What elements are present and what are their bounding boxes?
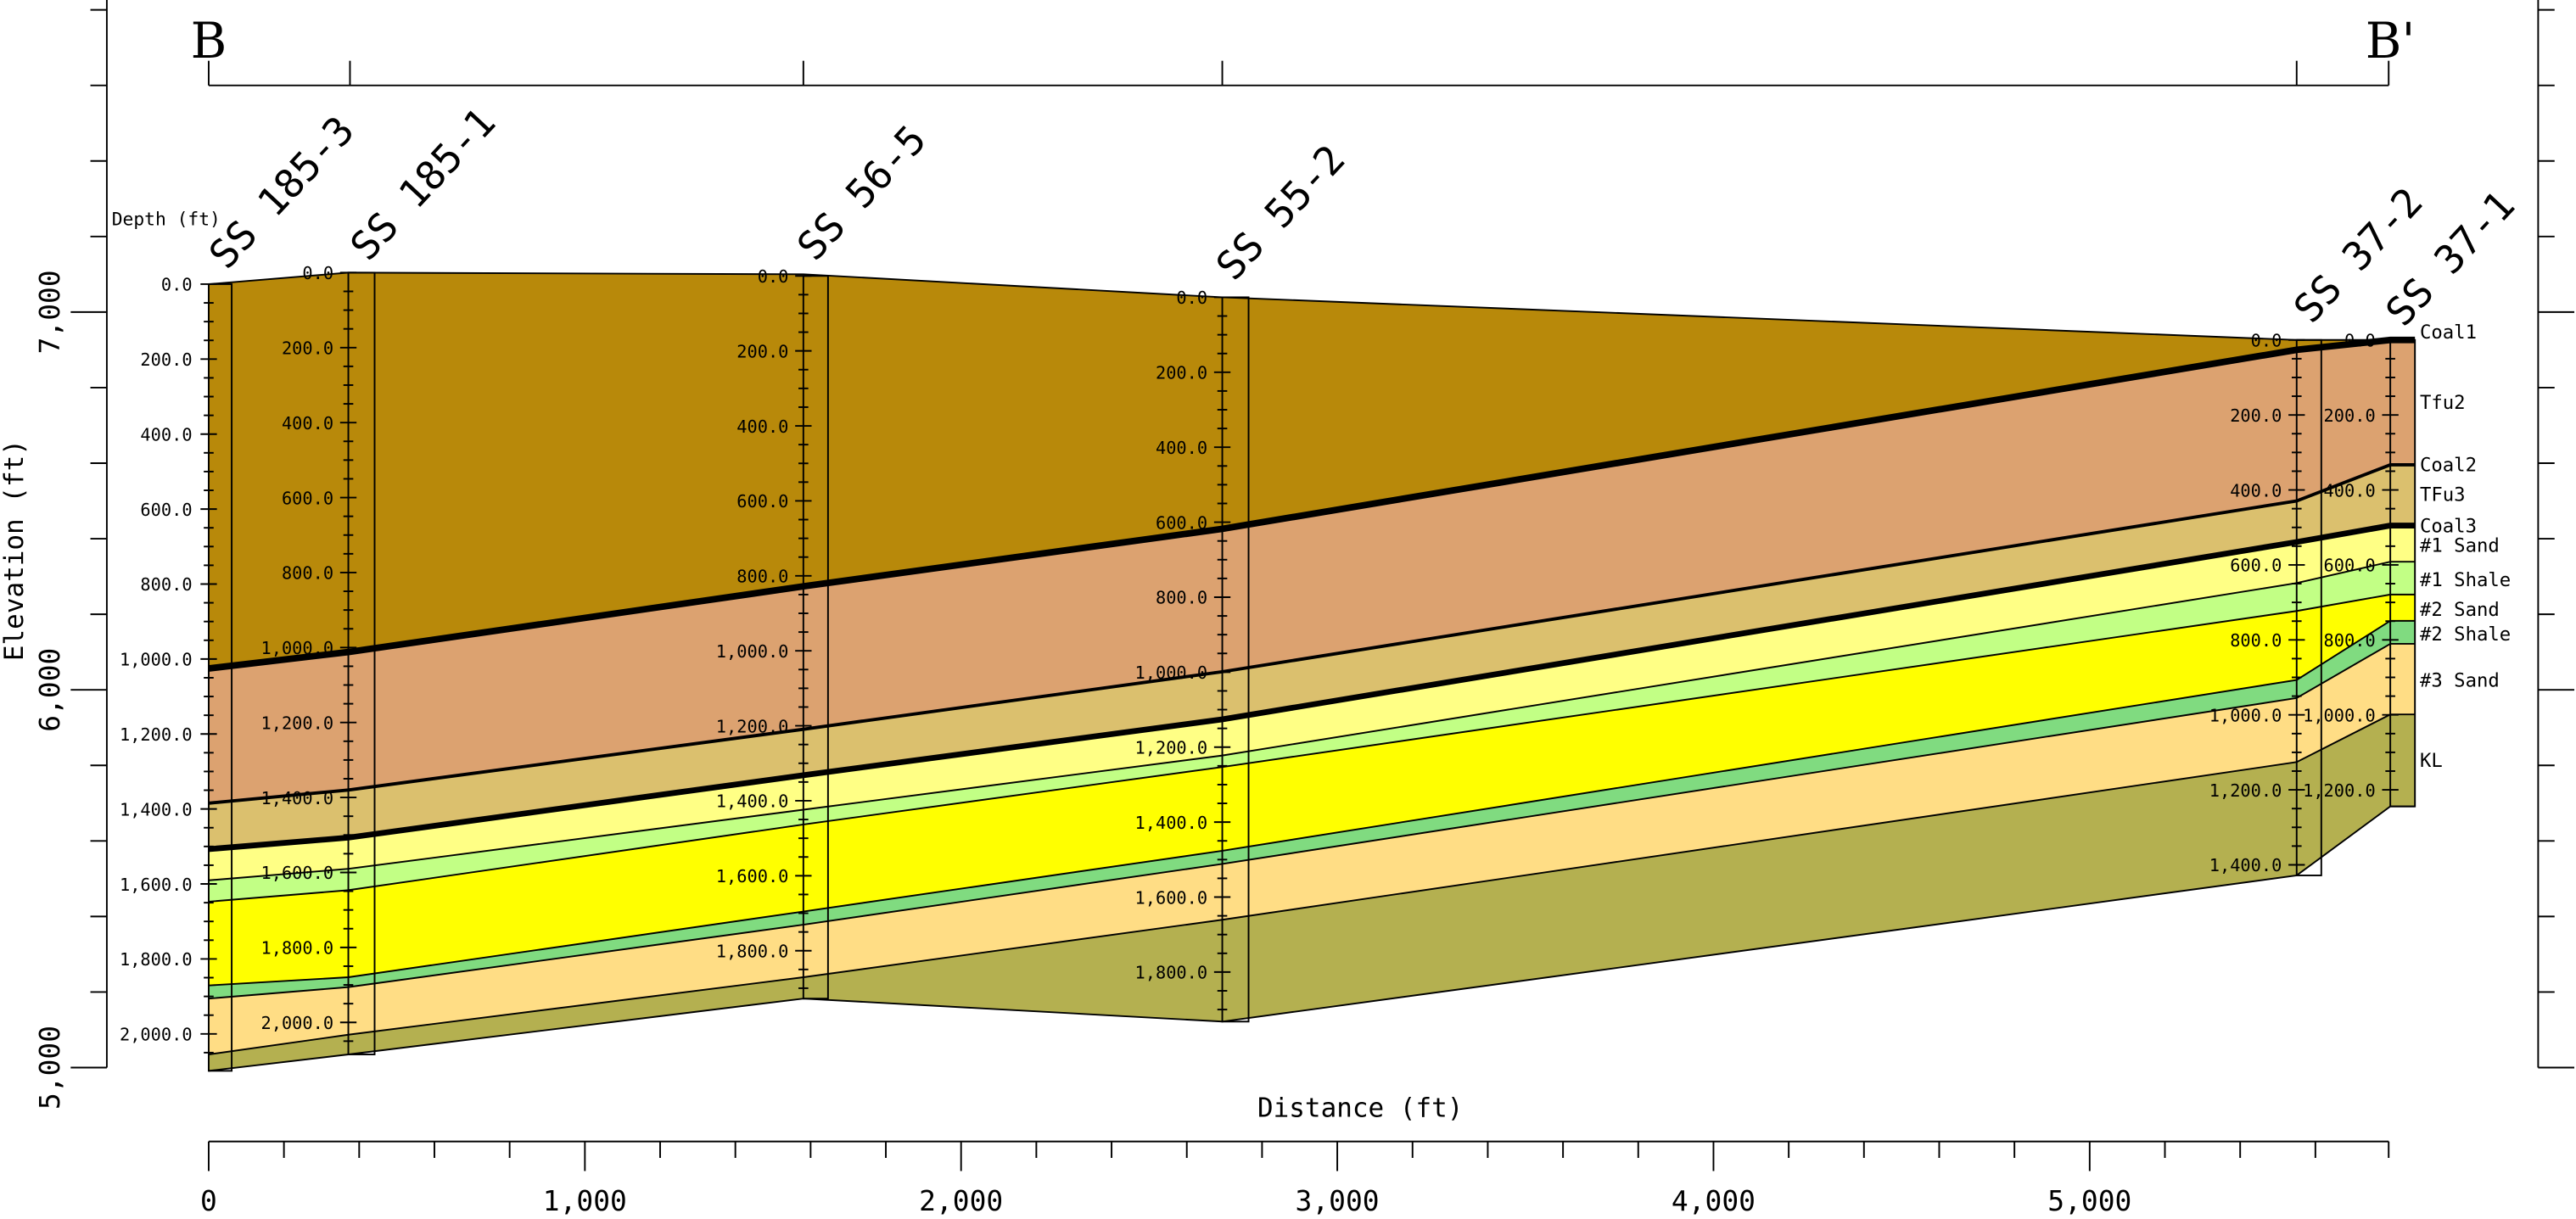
- well-name: SS 56-5: [788, 116, 935, 269]
- depth-label: 200.0: [2324, 405, 2376, 426]
- depth-label: 1,200.0: [2303, 780, 2376, 801]
- depth-label: 1,200.0: [260, 713, 333, 733]
- depth-label: 2,000.0: [260, 1013, 333, 1033]
- distance-tick-label: 2,000: [919, 1184, 1003, 1217]
- elevation-tick-label: 6,000: [33, 648, 66, 732]
- depth-label: 400.0: [736, 417, 788, 437]
- elevation-axis-title: Elevation (ft): [0, 439, 30, 661]
- depth-label: 1,000.0: [260, 638, 333, 658]
- section-start: B: [191, 12, 227, 70]
- layer-label: Tfu2: [2420, 392, 2466, 414]
- depth-label: 1,200.0: [2209, 780, 2282, 801]
- depth-label: 1,800.0: [716, 941, 789, 961]
- depth-label: 2,000.0: [120, 1025, 193, 1045]
- depth-label: 400.0: [282, 413, 333, 433]
- depth-label: 1,000.0: [2303, 705, 2376, 725]
- depth-label: 1,000.0: [2209, 705, 2282, 725]
- layer-label: #2 Sand: [2420, 599, 2500, 621]
- depth-label: 1,200.0: [120, 724, 193, 745]
- depth-label: 400.0: [2324, 480, 2376, 500]
- layer-label: #2 Shale: [2420, 623, 2511, 646]
- depth-label: 1,800.0: [1135, 963, 1208, 983]
- depth-label: 1,200.0: [716, 716, 789, 736]
- depth-label: 400.0: [140, 424, 192, 445]
- depth-label: 600.0: [736, 491, 788, 512]
- depth-label: 600.0: [282, 488, 333, 508]
- distance-axis-title: Distance (ft): [1257, 1093, 1463, 1124]
- depth-label: 200.0: [2230, 405, 2282, 426]
- depth-label: 600.0: [1156, 512, 1207, 533]
- distance-tick-label: 5,000: [2047, 1184, 2131, 1217]
- depth-label: 600.0: [2324, 556, 2376, 576]
- distance-tick-label: 4,000: [1672, 1184, 1756, 1217]
- depth-label: 200.0: [282, 338, 333, 359]
- layer-label: KL: [2420, 750, 2443, 772]
- depth-label: 400.0: [1156, 438, 1207, 458]
- depth-label: 200.0: [736, 341, 788, 361]
- layer-label: #1 Shale: [2420, 569, 2511, 591]
- well-name: SS 185-1: [341, 99, 504, 269]
- layer-label: Coal2: [2420, 455, 2477, 477]
- depth-label: 800.0: [282, 563, 333, 584]
- depth-label: 1,400.0: [2209, 855, 2282, 875]
- depth-label: 1,200.0: [1135, 737, 1208, 758]
- depth-label: 1,600.0: [120, 875, 193, 895]
- depth-label: 800.0: [736, 567, 788, 587]
- layer-label: TFu3: [2420, 484, 2466, 506]
- well-name: SS 185-3: [200, 107, 363, 277]
- depth-label: 1,000.0: [1135, 663, 1208, 683]
- depth-label: 600.0: [2230, 556, 2282, 576]
- depth-label: 1,000.0: [716, 641, 789, 662]
- depth-label: 1,000.0: [120, 650, 193, 670]
- depth-label: 0.0: [302, 263, 333, 283]
- elevation-tick-label: 7,000: [33, 270, 66, 354]
- depth-label: 200.0: [1156, 363, 1207, 383]
- depth-label: 1,400.0: [260, 788, 333, 808]
- layer-label: Coal3: [2420, 515, 2477, 537]
- elevation-tick-label: 5,000: [33, 1026, 66, 1110]
- depth-label: 800.0: [2230, 630, 2282, 651]
- depth-label: 0.0: [161, 275, 193, 295]
- depth-label: 800.0: [1156, 588, 1207, 608]
- depth-label: 1,600.0: [1135, 887, 1208, 908]
- section-end: B': [2366, 12, 2416, 70]
- depth-label: 800.0: [2324, 630, 2376, 651]
- strata: [209, 272, 2415, 1071]
- depth-label: 1,400.0: [1135, 813, 1208, 833]
- depth-label: 200.0: [140, 349, 192, 370]
- layer-label: #1 Sand: [2420, 535, 2500, 557]
- distance-tick-label: 0: [200, 1184, 217, 1217]
- depth-label: 1,600.0: [716, 866, 789, 886]
- depth-label: Depth (ft): [112, 209, 221, 230]
- distance-tick-label: 1,000: [543, 1184, 627, 1217]
- depth-label: 0.0: [2344, 331, 2376, 351]
- page: {"section": {"start": "B", "end": "B'"},…: [0, 0, 2576, 1219]
- depth-label: 1,800.0: [120, 949, 193, 970]
- depth-label: 0.0: [758, 266, 789, 287]
- layer-label: Coal1: [2420, 322, 2477, 344]
- distance-tick-label: 3,000: [1296, 1184, 1380, 1217]
- depth-label: 0.0: [2251, 331, 2282, 351]
- well-name: SS 55-2: [1207, 137, 1354, 289]
- depth-label: 600.0: [140, 500, 192, 520]
- depth-label: 800.0: [140, 574, 192, 595]
- depth-label: 0.0: [1176, 288, 1207, 308]
- cross-section: 0.0 200.0 400.0 600.0 800.0 1,000.0 1,200.0 1,4…: [0, 0, 2576, 1219]
- depth-label: 400.0: [2230, 480, 2282, 500]
- depth-label: 1,400.0: [716, 791, 789, 812]
- depth-label: 1,400.0: [120, 799, 193, 819]
- depth-label: 1,800.0: [260, 938, 333, 959]
- layer-label: #3 Sand: [2420, 669, 2500, 691]
- depth-label: 1,600.0: [260, 863, 333, 883]
